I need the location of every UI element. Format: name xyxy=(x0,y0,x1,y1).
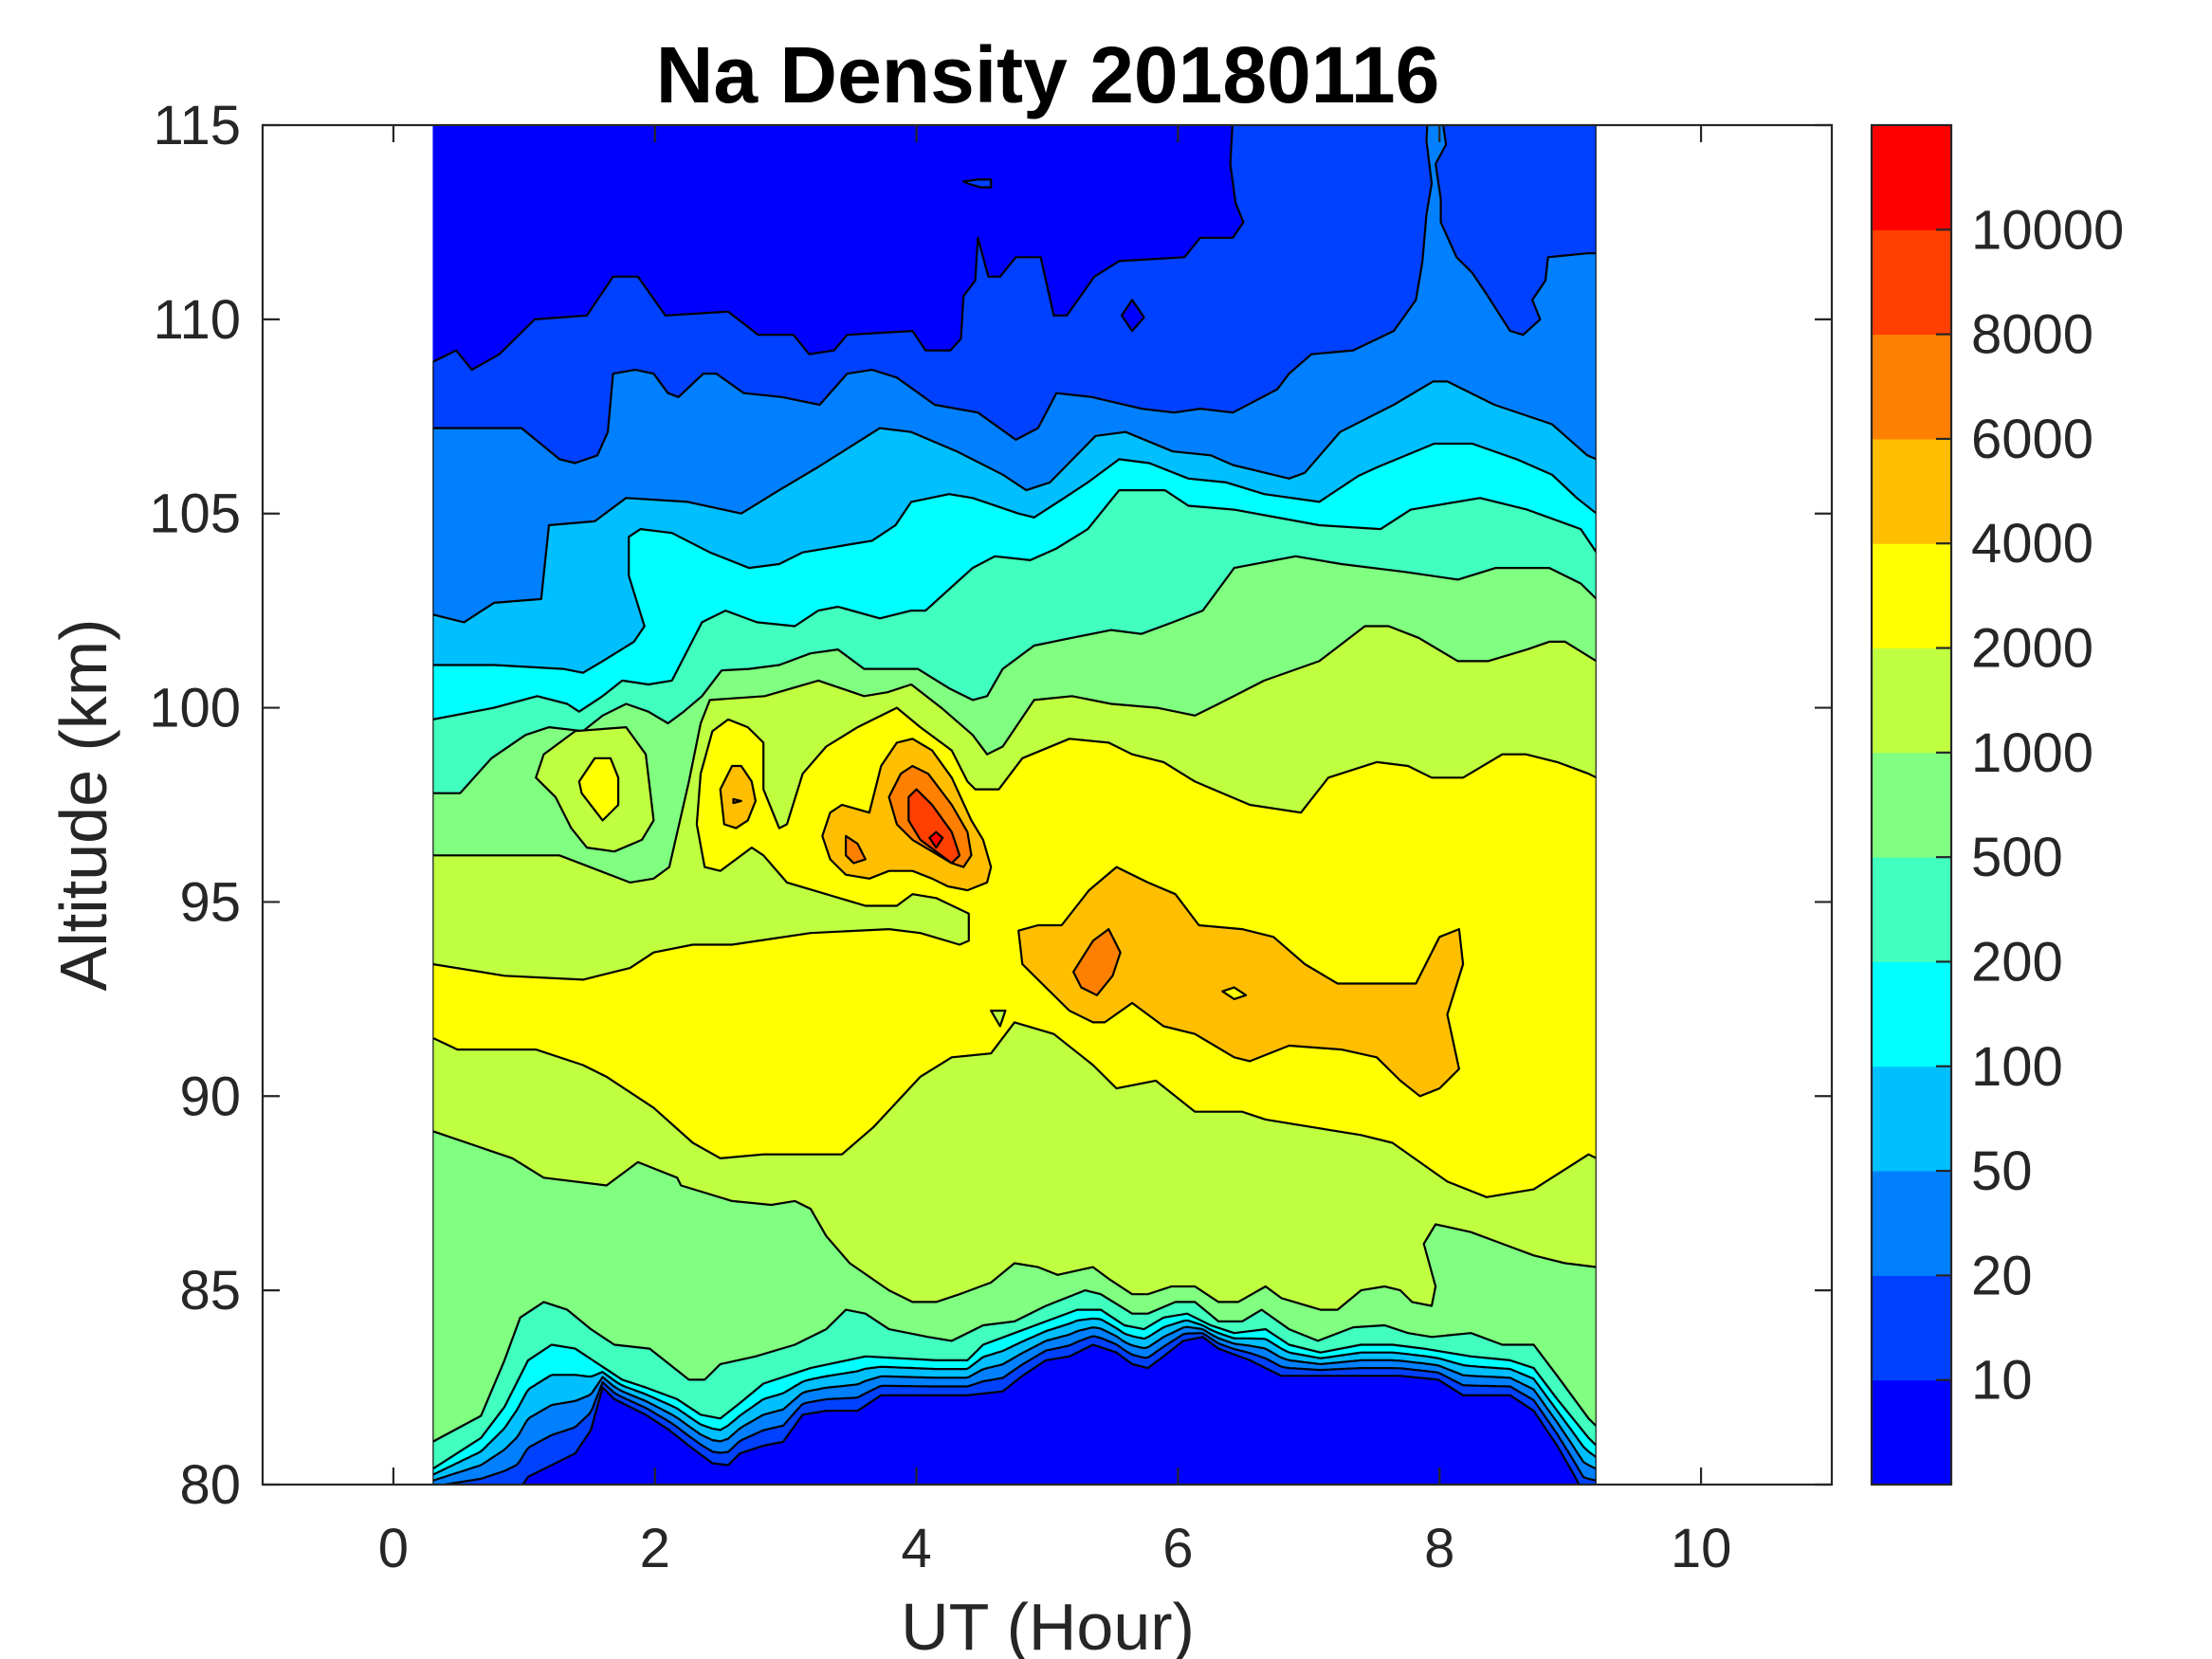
axes-box xyxy=(261,123,1834,1486)
colorbar-tick-label: 1000 xyxy=(1971,722,2093,784)
y-tick-label: 100 xyxy=(149,678,241,739)
y-tick-label: 115 xyxy=(154,95,241,156)
colorbar-band-20 xyxy=(1872,1171,1951,1276)
colorbar-tick-label: 100 xyxy=(1971,1036,2063,1098)
colorbar-band-50 xyxy=(1872,1066,1951,1172)
colorbar-tick-label: 20 xyxy=(1971,1245,2033,1306)
contour-region-4000 xyxy=(719,764,757,830)
colorbar-band-8000 xyxy=(1872,229,1951,336)
contour-region-8000 xyxy=(907,788,961,865)
contour-region-2000 xyxy=(431,706,1598,1198)
no-data-right xyxy=(1596,125,1832,1485)
colorbar-tick-label: 4000 xyxy=(1971,513,2093,574)
colorbar-tick-label: 50 xyxy=(1971,1140,2033,1202)
colorbar-band-10 xyxy=(1872,1275,1951,1381)
colorbar-band-4000 xyxy=(1872,438,1951,544)
contour-region-2000 xyxy=(1221,986,1248,1000)
colorbar-tick-label: 2000 xyxy=(1971,618,2093,680)
colorbar-band-10000 xyxy=(1872,125,1951,230)
y-tick-label: 95 xyxy=(179,871,241,933)
colorbar-band-1000 xyxy=(1872,647,1951,754)
colorbar-box xyxy=(1870,123,1953,1486)
y-tick-label: 90 xyxy=(179,1066,241,1127)
colorbar-band-200 xyxy=(1872,857,1951,962)
y-tick-label: 80 xyxy=(179,1454,241,1516)
colorbar-tick-label: 500 xyxy=(1971,827,2063,888)
chart-title: Na Density 20180116 xyxy=(656,30,1440,119)
colorbar-band-6000 xyxy=(1872,334,1951,440)
y-tick-label: 110 xyxy=(154,289,241,351)
x-tick-label: 6 xyxy=(1162,1518,1193,1579)
colorbar: 10 20 50 100 200 500 1000 2000 4000 6000 8000 10000 xyxy=(1870,123,2124,1486)
contour-region-1000 xyxy=(990,1010,1007,1028)
colorbar-band-100 xyxy=(1872,961,1951,1067)
contour-region-4000 xyxy=(1017,866,1465,1098)
x-tick-label: 4 xyxy=(901,1518,931,1579)
x-tick-label: 2 xyxy=(640,1518,670,1579)
colorbar-tick-label: 200 xyxy=(1971,931,2063,993)
contour-region-0 xyxy=(1121,299,1145,333)
x-tick-label: 8 xyxy=(1424,1518,1454,1579)
colorbar-tick-label: 10000 xyxy=(1971,199,2124,261)
x-tick-label: 10 xyxy=(1671,1518,1732,1579)
y-tick-label: 105 xyxy=(149,483,241,545)
x-axis-label: UT (Hour) xyxy=(901,1590,1195,1659)
colorbar-tick-label: 6000 xyxy=(1971,409,2093,470)
contour-region-6000 xyxy=(1072,928,1122,996)
colorbar-tick-label: 10 xyxy=(1971,1350,2033,1412)
colorbar-tick-label: 8000 xyxy=(1971,304,2093,366)
colorbar-band-2000 xyxy=(1872,543,1951,649)
no-data-left xyxy=(263,125,433,1485)
x-axis: 0 2 4 6 8 10 xyxy=(378,125,1732,1579)
y-axis-label: Altitude (km) xyxy=(46,619,120,992)
x-tick-label: 0 xyxy=(378,1518,409,1579)
contour-region-10 xyxy=(962,178,993,189)
contour-region-10000 xyxy=(928,830,944,849)
y-axis: 80 85 90 95 100 105 110 115 xyxy=(149,95,1832,1516)
contour-region-6000 xyxy=(845,834,867,865)
colorbar-band-0 xyxy=(1872,1379,1951,1486)
plot-area xyxy=(263,125,1832,1485)
colorbar-band-500 xyxy=(1872,752,1951,858)
y-tick-label: 85 xyxy=(179,1260,241,1322)
contour-region-6000 xyxy=(732,797,742,805)
contour-region-2000 xyxy=(577,757,620,822)
